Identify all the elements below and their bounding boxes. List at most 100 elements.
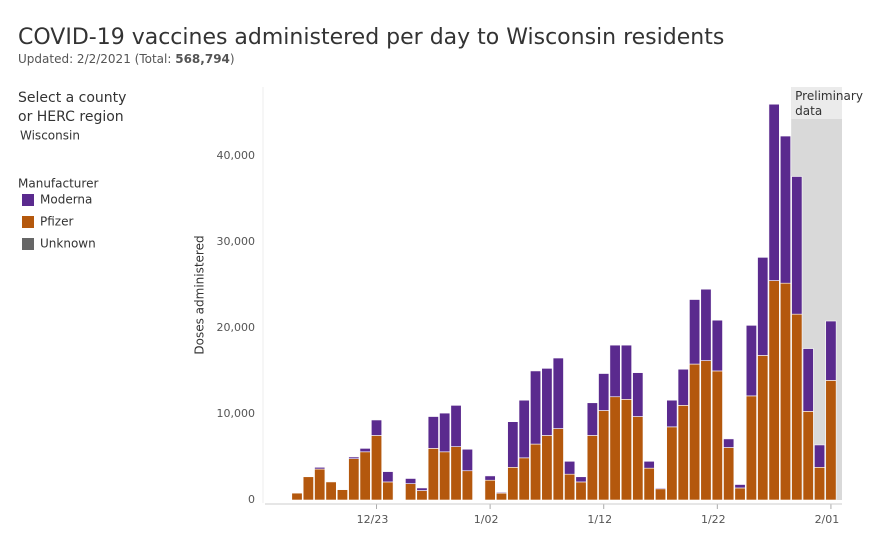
bar-segment (757, 355, 769, 501)
bar-segment (541, 435, 553, 501)
y-tick-label: 0 (248, 493, 255, 506)
legend-label: Unknown (40, 237, 96, 251)
bar-segment (336, 489, 348, 501)
bar-segment (348, 456, 360, 459)
bar-segment (825, 380, 837, 501)
bar-segment (530, 370, 542, 445)
bar-segment (314, 467, 326, 470)
y-tick-label: 40,000 (217, 149, 256, 162)
bar-segment (791, 313, 803, 501)
bar-segment (427, 416, 439, 449)
bar-segment (575, 481, 587, 501)
bar-segment (802, 411, 814, 501)
preliminary-label-bg (791, 87, 842, 119)
legend-label: Pfizer (40, 215, 73, 229)
bar-segment (416, 490, 428, 501)
bar-segment (314, 468, 326, 501)
bar-segment (632, 372, 644, 417)
x-tick-label: 12/23 (357, 513, 389, 526)
bar-segment (427, 448, 439, 501)
x-tick-label: 1/22 (701, 513, 726, 526)
bar-segment (779, 282, 791, 501)
subtitle: Updated: 2/2/2021 (Total: 568,794) (18, 52, 235, 66)
bar-segment (711, 319, 723, 372)
bar-segment (609, 396, 621, 501)
legend-swatch (22, 238, 34, 250)
bar-segment (507, 467, 519, 501)
bar-segment (382, 481, 394, 501)
bar-segment (439, 412, 451, 453)
bar-segment (655, 488, 667, 501)
x-tick-label: 1/02 (474, 513, 499, 526)
bar-segment (734, 487, 746, 501)
filter-label: Select a county or HERC region (18, 90, 126, 125)
legend-title: Manufacturer (18, 177, 98, 191)
bar-segment (609, 344, 621, 398)
y-tick-label: 30,000 (217, 235, 256, 248)
bar-segment (450, 405, 462, 447)
bar-segment (700, 360, 712, 501)
bar-segment (405, 478, 417, 484)
bar-segment (779, 135, 791, 284)
bar-segment (620, 344, 632, 400)
bar-segment (507, 421, 519, 468)
bar-segment (643, 467, 655, 501)
bar-segment (564, 473, 576, 501)
bar-segment (302, 476, 314, 501)
bar-segment (359, 451, 371, 501)
subtitle-end: ) (230, 52, 235, 66)
bar-segment (598, 373, 610, 411)
subtitle-total: 568,794 (175, 52, 230, 66)
x-tick-label: 1/12 (587, 513, 612, 526)
bar-segment (359, 448, 371, 453)
bar-segment (348, 458, 360, 501)
bar-segment (518, 457, 530, 501)
bar-segment (689, 299, 701, 365)
bar-segment (461, 448, 473, 472)
bar-segment (689, 363, 701, 501)
bar-segment (745, 325, 757, 397)
bar-segment (530, 443, 542, 501)
bar-segment (723, 438, 735, 448)
bar-segment (814, 444, 826, 468)
bar-segment (291, 492, 303, 501)
bar-segment (552, 428, 564, 501)
bar-segment (575, 476, 587, 483)
bar-segment (677, 405, 689, 501)
bar-segment (802, 348, 814, 412)
bar-segment (620, 399, 632, 501)
bar-segment (745, 395, 757, 501)
bar-segment (677, 368, 689, 406)
bar-segment (518, 399, 530, 459)
bar-segment (734, 484, 746, 489)
bar-segment (382, 471, 394, 483)
bar-segment (632, 416, 644, 501)
bar-segment (495, 492, 507, 501)
bar-segment (643, 460, 655, 469)
bar-segment (371, 435, 383, 501)
bar-segment (768, 280, 780, 501)
bar-segment (825, 320, 837, 381)
bar-segment (666, 426, 678, 501)
legend-swatch (22, 194, 34, 206)
y-tick-label: 10,000 (217, 407, 256, 420)
bar-segment (325, 481, 337, 501)
bar-segment (791, 176, 803, 315)
y-tick-label: 20,000 (217, 321, 256, 334)
bar-segment (586, 435, 598, 501)
bar-segment (416, 487, 428, 491)
preliminary-label: Preliminary data (795, 89, 863, 118)
y-axis-label: Doses administered (193, 235, 207, 354)
bar-segment (586, 402, 598, 436)
bar-segment (541, 368, 553, 436)
bar-segment (484, 475, 496, 481)
legend-swatch (22, 216, 34, 228)
bar-segment (564, 460, 576, 475)
filter-value[interactable]: Wisconsin (20, 129, 80, 143)
bar-segment (757, 257, 769, 356)
bar-segment (461, 470, 473, 501)
bar-segment (768, 103, 780, 281)
bar-segment (598, 410, 610, 501)
bar-segment (723, 447, 735, 501)
